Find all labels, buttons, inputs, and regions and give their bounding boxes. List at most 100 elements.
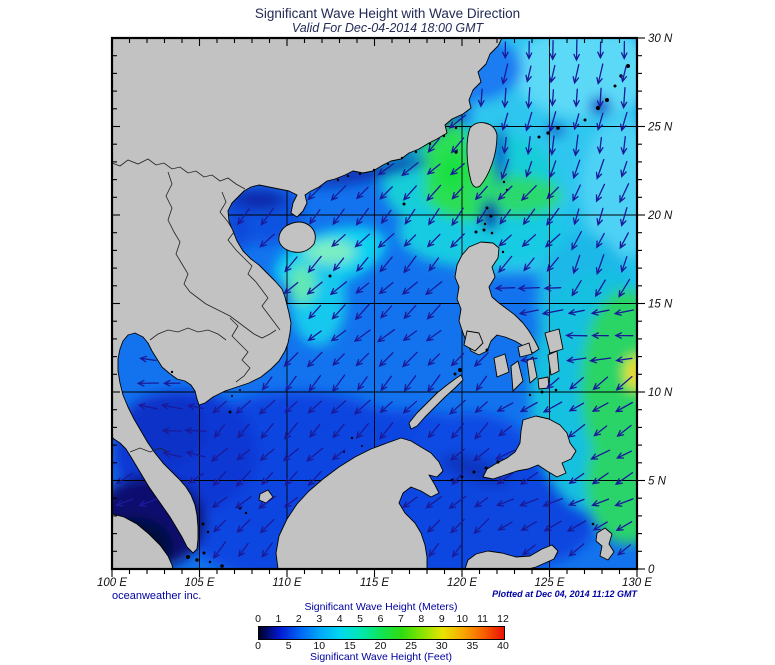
islet-dot — [454, 126, 458, 130]
islet-dot — [402, 202, 406, 206]
islet-dot — [591, 522, 595, 526]
wave-direction-arrow — [548, 160, 557, 179]
wave-direction-arrow — [404, 208, 416, 226]
wave-direction-arrow — [474, 185, 488, 201]
wave-direction-arrow — [498, 234, 512, 247]
wave-direction-arrow — [501, 136, 509, 155]
wave-direction-arrow — [474, 401, 488, 414]
latitude-axis: 30 N 25 N 20 N 15 N 10 N 5 N 0 — [647, 33, 673, 576]
wave-direction-arrow — [449, 162, 465, 176]
wave-direction-arrow — [138, 498, 158, 507]
wave-direction-arrow — [566, 520, 587, 532]
cebu-island — [526, 356, 538, 384]
lon-label: 120 E — [447, 577, 477, 589]
wave-direction-arrow — [401, 162, 419, 177]
wave-direction-arrow — [573, 39, 580, 62]
wave-direction-arrow — [284, 256, 298, 273]
wave-direction-arrow — [501, 87, 509, 109]
meters-tick: 7 — [397, 613, 404, 625]
wave-direction-arrow — [497, 521, 513, 531]
wave-direction-arrow — [355, 422, 370, 440]
islet-dot — [472, 470, 476, 474]
wave-direction-arrow — [308, 304, 322, 320]
wave-direction-arrow — [474, 422, 489, 440]
wave-direction-arrow — [307, 400, 322, 414]
islet-dot — [554, 388, 558, 392]
islet-dot — [474, 230, 478, 234]
wave-direction-arrow — [115, 498, 134, 507]
islet-dot — [220, 564, 224, 568]
wave-direction-arrow — [614, 332, 634, 339]
wave-direction-arrow — [330, 329, 347, 342]
wave-direction-arrow — [306, 281, 323, 295]
wave-direction-arrow — [283, 496, 299, 508]
asia-mainland — [111, 37, 503, 554]
wave-direction-arrow — [594, 279, 606, 298]
islet-dot — [336, 178, 340, 182]
taiwan-island — [466, 122, 498, 188]
islet-dot — [540, 390, 544, 394]
islet-dot — [195, 558, 199, 562]
wave-direction-arrow — [565, 332, 588, 339]
wave-direction-arrow — [402, 330, 418, 342]
wave-direction-arrow — [615, 450, 632, 459]
wave-direction-arrow — [330, 185, 347, 201]
wave-direction-arrow — [185, 450, 206, 458]
wave-direction-arrow — [567, 308, 585, 316]
wave-height-colorbar — [258, 626, 505, 640]
wave-direction-arrow — [613, 309, 635, 316]
wave-direction-arrow — [568, 402, 585, 412]
islet-dot — [583, 118, 587, 122]
islet-dot — [244, 511, 248, 515]
wave-direction-arrow — [572, 184, 581, 202]
wave-direction-arrow — [572, 134, 580, 157]
wave-direction-arrow — [620, 111, 628, 132]
islet-dot — [231, 395, 233, 397]
islet-dot — [489, 214, 493, 218]
wave-direction-arrow — [519, 498, 539, 507]
wave-direction-arrow — [355, 207, 370, 226]
meters-tick: 3 — [316, 613, 323, 625]
wave-direction-arrow — [589, 356, 612, 364]
wave-direction-arrow — [403, 375, 417, 392]
map-frame — [110, 36, 639, 571]
wave-direction-arrow — [541, 309, 564, 316]
lat-label: 20 N — [647, 210, 673, 222]
feet-tick: 0 — [255, 640, 261, 652]
wave-direction-arrow — [477, 88, 485, 108]
feet-tick: 40 — [497, 640, 509, 652]
wave-direction-arrow — [234, 496, 252, 509]
wave-direction-arrow — [212, 541, 227, 560]
wave-direction-arrow — [403, 255, 417, 274]
islet-dot — [400, 156, 404, 160]
islet-dot — [556, 126, 560, 130]
wave-direction-arrow — [355, 352, 370, 367]
wave-direction-arrow — [525, 160, 533, 178]
wave-direction-arrow — [473, 448, 490, 462]
wave-direction-arrow — [548, 111, 557, 133]
wave-direction-arrow — [260, 422, 274, 440]
wave-direction-arrow — [426, 304, 441, 320]
wave-direction-arrow — [187, 473, 204, 484]
wave-direction-arrow — [614, 498, 634, 507]
wave-direction-arrow — [545, 377, 560, 390]
islet-dot — [328, 274, 332, 278]
wave-direction-arrow — [451, 542, 464, 558]
wave-direction-arrow — [596, 207, 604, 227]
wave-direction-arrow — [428, 257, 440, 272]
wave-direction-arrow — [305, 447, 324, 462]
wave-direction-arrow — [308, 375, 322, 392]
mindoro-island — [463, 330, 484, 352]
wave-direction-arrow — [567, 423, 586, 438]
wave-direction-arrow — [403, 304, 417, 320]
wave-direction-arrow — [162, 450, 182, 458]
borneo-island — [275, 437, 444, 570]
wave-direction-arrow — [546, 207, 560, 226]
wave-direction-arrow — [377, 233, 395, 249]
lat-label: 10 N — [648, 387, 673, 399]
islet-dot — [170, 370, 174, 374]
islet-dot — [386, 162, 390, 166]
wave-direction-arrow — [568, 543, 585, 557]
islet-dot — [502, 180, 506, 184]
meters-tick: 6 — [377, 613, 384, 625]
